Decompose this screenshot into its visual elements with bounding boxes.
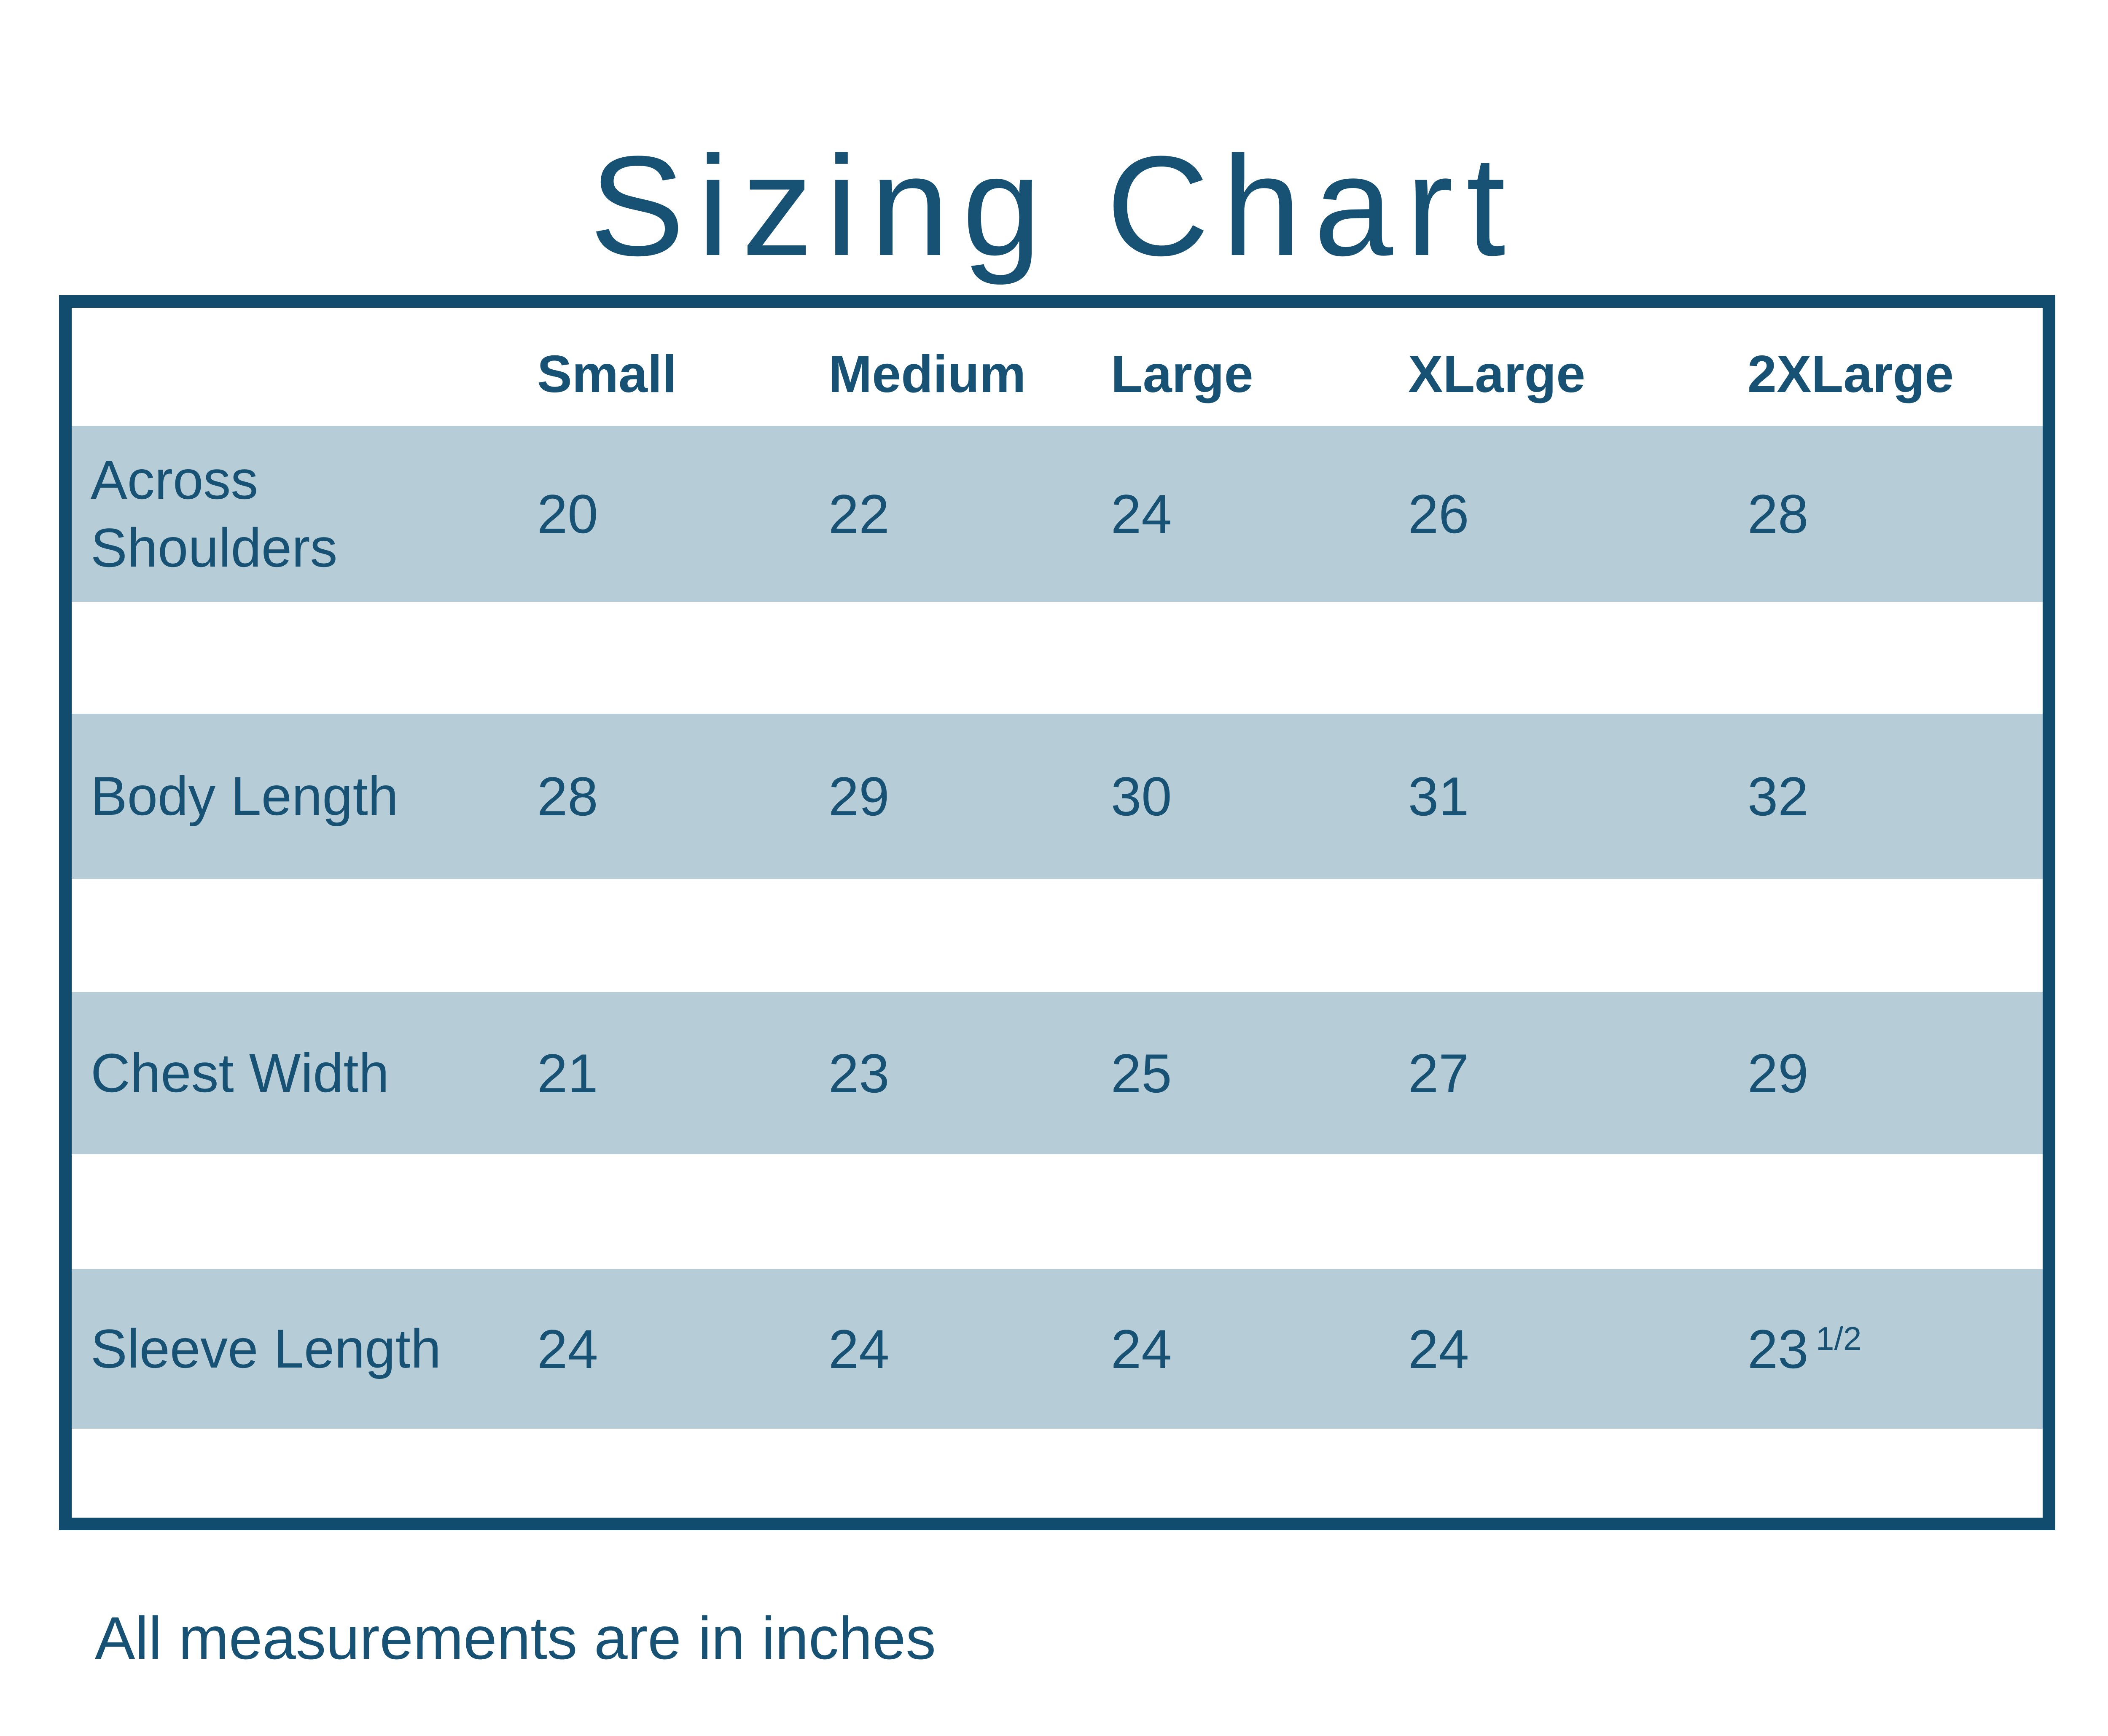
sizing-table: Small Medium Large XLarge 2XLarge Across… xyxy=(59,295,2055,1530)
cell-value: 26 xyxy=(1408,483,1469,545)
row-label: Chest Width xyxy=(91,1042,390,1104)
table-row-body-length: Body Length 28 29 30 31 32 xyxy=(72,714,2043,879)
table-row-sleeve-length: Sleeve Length 24 24 24 24 23 1/2 xyxy=(72,1269,2043,1429)
cell-value: 24 xyxy=(1110,483,1172,545)
table-row-across-shoulders: Across Shoulders 20 22 24 26 28 xyxy=(72,426,2043,602)
cell-value: 24 xyxy=(828,1318,890,1380)
column-header-xlarge: XLarge xyxy=(1408,345,1586,403)
column-header-2xlarge: 2XLarge xyxy=(1747,345,1954,403)
cell-value: 29 xyxy=(1747,1042,1809,1104)
spacer-row xyxy=(72,602,2043,714)
cell-value: 27 xyxy=(1408,1042,1469,1104)
corner-cell xyxy=(72,308,527,426)
cell-value: 29 xyxy=(828,766,890,827)
cell-value: 28 xyxy=(537,766,598,827)
cell-value: 31 xyxy=(1408,766,1469,827)
cell-value: 32 xyxy=(1747,766,1809,827)
cell-value: 28 xyxy=(1747,483,1809,545)
cell-value: 25 xyxy=(1110,1042,1172,1104)
cell-value: 24 xyxy=(1408,1318,1469,1380)
cell-value: 22 xyxy=(828,483,890,545)
cell-value: 21 xyxy=(537,1042,598,1104)
footer-note: All measurements are in inches xyxy=(95,1605,936,1672)
spacer-row xyxy=(72,879,2043,992)
cell-value: 20 xyxy=(537,483,598,545)
row-label: Body Length xyxy=(91,765,399,827)
cell-value: 23 1/2 xyxy=(1737,1269,2043,1429)
header-row: Small Medium Large XLarge 2XLarge xyxy=(72,308,2043,426)
cell-value: 24 xyxy=(537,1318,598,1380)
page-title: Sizing Chart xyxy=(589,126,1519,285)
column-header-medium: Medium xyxy=(828,345,1026,403)
column-header-small: Small xyxy=(537,345,677,403)
cell-value: 23 xyxy=(828,1042,890,1104)
cell-value: 24 xyxy=(1110,1318,1172,1380)
cell-value: 30 xyxy=(1110,766,1172,827)
column-header-large: Large xyxy=(1110,345,1253,403)
spacer-row xyxy=(72,1429,2043,1518)
row-label: Sleeve Length xyxy=(91,1317,441,1379)
row-label: Across Shoulders xyxy=(91,449,338,578)
cell-value-main: 23 xyxy=(1747,1318,1809,1380)
spacer-row xyxy=(72,1154,2043,1269)
fraction-suffix: 1/2 xyxy=(1815,1319,1862,1357)
sizing-table-grid: Small Medium Large XLarge 2XLarge Across… xyxy=(72,308,2043,1518)
table-row-chest-width: Chest Width 21 23 25 27 29 xyxy=(72,992,2043,1154)
